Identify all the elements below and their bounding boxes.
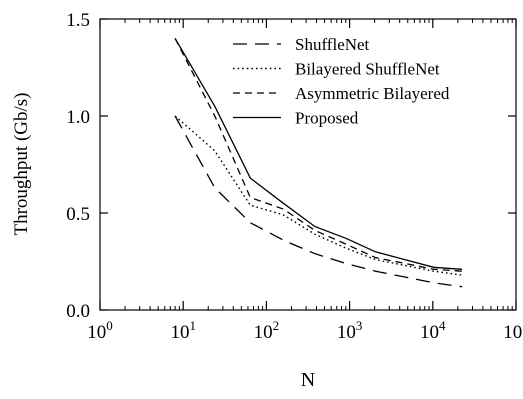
x-tick-base: 10 — [420, 322, 439, 343]
legend-label-proposed: Proposed — [295, 109, 359, 128]
x-tick-base: 10 — [503, 322, 522, 343]
x-tick-exponent: 0 — [106, 318, 113, 333]
x-tick-exponent: 3 — [356, 318, 363, 333]
x-tick-base: 10 — [254, 322, 273, 343]
x-tick-base: 10 — [87, 322, 106, 343]
x-tick-exponent: 1 — [189, 318, 196, 333]
x-axis-ticks: 100101102103104105 — [87, 19, 523, 343]
x-axis-label: N — [301, 369, 315, 391]
x-tick-label: 105 — [503, 318, 523, 343]
legend-label-asymmetric-bilayered: Asymmetric Bilayered — [295, 84, 450, 103]
y-tick-label: 1.0 — [66, 107, 90, 128]
x-tick-label: 102 — [254, 318, 280, 343]
y-axis-ticks: 0.0 0.5 1.0 1.5 — [66, 10, 516, 322]
x-tick-base: 10 — [337, 322, 356, 343]
y-axis-label: Throughput (Gb/s) — [11, 92, 32, 235]
x-tick-label: 101 — [170, 318, 196, 343]
x-tick-base: 10 — [170, 322, 189, 343]
series-line-asymmetric-bilayered — [174, 38, 463, 272]
legend: ShuffleNet Bilayered ShuffleNet Asymmetric… — [233, 35, 450, 128]
x-tick-label: 104 — [420, 318, 446, 343]
plot-frame — [99, 18, 517, 311]
x-tick-exponent: 4 — [439, 318, 446, 333]
series-line-bilayered-shufflenet — [174, 115, 463, 276]
series-line-proposed — [174, 38, 463, 270]
x-tick-exponent: 2 — [273, 318, 280, 333]
series-line-shufflenet — [174, 115, 463, 288]
x-tick-label: 103 — [337, 318, 363, 343]
x-tick-label: 100 — [87, 318, 113, 343]
legend-label-shufflenet: ShuffleNet — [295, 35, 370, 54]
y-tick-label: 0.5 — [66, 204, 90, 225]
y-tick-label: 0.0 — [66, 301, 90, 322]
y-tick-label: 1.5 — [66, 10, 90, 31]
legend-label-bilayered-shufflenet: Bilayered ShuffleNet — [295, 60, 440, 79]
series-lines — [174, 38, 463, 288]
